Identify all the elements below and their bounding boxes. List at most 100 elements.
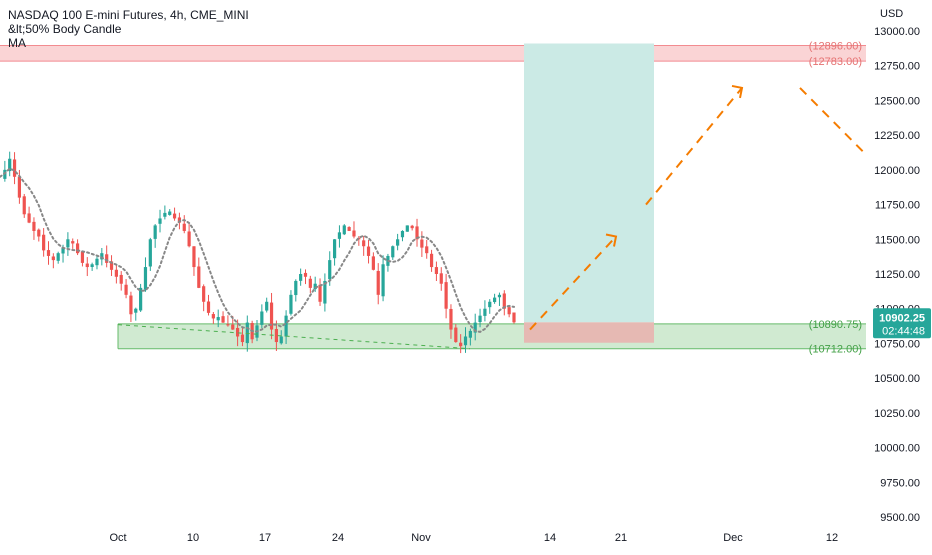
candle-body bbox=[342, 225, 346, 235]
candle-body bbox=[260, 311, 264, 325]
candle-body bbox=[177, 217, 182, 223]
candle-body bbox=[265, 301, 269, 311]
forecast-arrowhead-2 bbox=[731, 84, 744, 99]
x-tick-label: 12 bbox=[826, 532, 838, 544]
y-tick-label: 11500.00 bbox=[875, 234, 920, 246]
candle-body bbox=[400, 230, 405, 238]
y-tick-label: 10000.00 bbox=[874, 443, 920, 455]
y-tick-label: 11250.00 bbox=[875, 269, 920, 281]
x-tick-label: Nov bbox=[411, 532, 431, 544]
candle-body bbox=[124, 284, 128, 295]
candle-body bbox=[71, 241, 75, 244]
candle-body bbox=[415, 226, 419, 240]
candle-body bbox=[497, 294, 502, 298]
candle-body bbox=[90, 264, 94, 267]
candle-body bbox=[168, 211, 172, 215]
candle-body bbox=[352, 230, 356, 237]
y-tick-label: 12250.00 bbox=[874, 130, 920, 142]
candle-body bbox=[284, 315, 288, 337]
candle-body bbox=[80, 251, 85, 263]
x-tick-label: Dec bbox=[723, 532, 743, 544]
candle-body bbox=[308, 278, 312, 288]
candle-body bbox=[381, 264, 385, 297]
candle-body bbox=[429, 253, 434, 268]
candle-body bbox=[332, 239, 337, 259]
time-axis: Oct 10 17 24 Nov 14 21 Dec 12 bbox=[109, 532, 838, 544]
candle-body bbox=[410, 225, 414, 229]
candle-body bbox=[109, 261, 114, 270]
candle-body bbox=[148, 239, 152, 267]
candle-body bbox=[362, 240, 366, 247]
candle-body bbox=[512, 312, 516, 323]
x-tick-label: Oct bbox=[109, 532, 126, 544]
y-tick-label: 10250.00 bbox=[874, 408, 920, 420]
candle-body bbox=[105, 254, 109, 263]
candle-body bbox=[303, 272, 308, 277]
candle-body bbox=[347, 227, 351, 231]
candle-body bbox=[449, 308, 453, 330]
candle-body bbox=[483, 308, 487, 316]
candle-body bbox=[473, 322, 477, 333]
candle-body bbox=[454, 327, 458, 343]
candle-body bbox=[294, 280, 298, 296]
candle-body bbox=[444, 282, 448, 309]
x-tick-label: 14 bbox=[544, 532, 556, 544]
candle-body bbox=[420, 239, 424, 248]
resistance-lower-label: (12783.00) bbox=[809, 56, 862, 68]
candle-body bbox=[114, 269, 118, 277]
candle-body bbox=[202, 286, 206, 302]
candle-body bbox=[61, 247, 65, 254]
candle-body bbox=[192, 246, 196, 268]
candle-body bbox=[119, 274, 123, 284]
x-tick-label: 21 bbox=[615, 532, 627, 544]
position-target-zone bbox=[524, 43, 654, 323]
candle-body bbox=[211, 314, 215, 319]
candle-body bbox=[182, 223, 186, 231]
candle-body bbox=[337, 232, 342, 239]
candle-body bbox=[269, 302, 274, 330]
chart-title: NASDAQ 100 E-mini Futures, 4h, CME_MINI bbox=[8, 8, 249, 22]
candle-body bbox=[206, 301, 211, 313]
candle-body bbox=[425, 246, 429, 254]
candle-body bbox=[187, 231, 191, 247]
candle-body bbox=[463, 336, 468, 346]
candle-body bbox=[66, 239, 70, 248]
candle-body bbox=[507, 307, 511, 315]
candle-body bbox=[493, 297, 497, 303]
candle-body bbox=[289, 294, 293, 314]
y-tick-label: 10750.00 bbox=[874, 338, 920, 350]
y-tick-label: 10500.00 bbox=[874, 373, 920, 385]
candle-body bbox=[405, 225, 409, 232]
candle-body bbox=[197, 266, 201, 288]
candle-body bbox=[502, 293, 506, 309]
x-tick-label: 24 bbox=[332, 532, 344, 544]
candle-body bbox=[32, 221, 36, 231]
y-tick-label: 13000.00 bbox=[874, 26, 920, 38]
candle-body bbox=[279, 336, 283, 344]
last-price-badge bbox=[873, 308, 931, 339]
candle-body bbox=[17, 176, 21, 198]
candle-body bbox=[313, 283, 317, 290]
candle-body bbox=[376, 270, 380, 295]
candle-body bbox=[22, 196, 26, 215]
support-lower-label: (10712.00) bbox=[809, 344, 862, 356]
candle-body bbox=[366, 246, 371, 256]
candle-body bbox=[216, 317, 220, 321]
candle-body bbox=[75, 243, 80, 254]
candle-body bbox=[221, 316, 225, 323]
currency-label: USD bbox=[880, 8, 903, 20]
candle-body bbox=[158, 218, 162, 224]
candle-body bbox=[488, 301, 492, 308]
ma-line bbox=[0, 167, 515, 333]
support-zone bbox=[118, 323, 866, 349]
forecast-arrow-segment bbox=[645, 87, 743, 206]
candle-body bbox=[143, 267, 148, 290]
indicator-ma: MA bbox=[8, 36, 26, 50]
support-trendline bbox=[117, 324, 471, 350]
candle-body bbox=[371, 256, 375, 270]
candle-body bbox=[27, 213, 31, 223]
candle-body bbox=[478, 315, 482, 323]
candle-body bbox=[439, 273, 443, 284]
